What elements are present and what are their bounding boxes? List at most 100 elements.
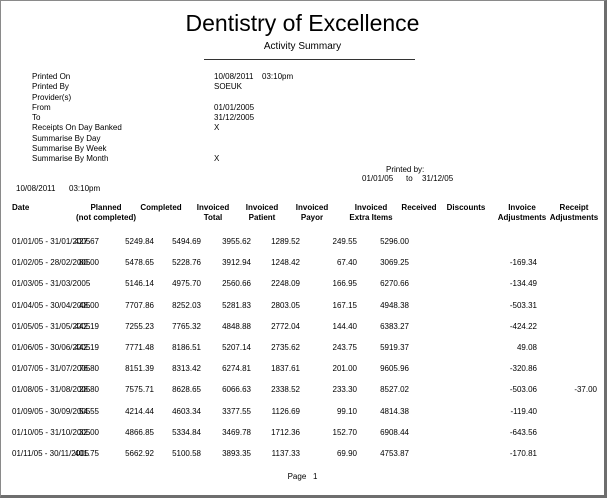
row-value: 67.40 <box>336 258 357 268</box>
row-value: 3912.94 <box>222 258 251 268</box>
printed-range-to: 31/12/05 <box>422 174 454 183</box>
row-value: 2248.09 <box>271 279 300 289</box>
row-value: 5249.84 <box>125 237 154 246</box>
row-value: 8252.03 <box>172 300 201 310</box>
row-value: 9605.96 <box>380 364 409 374</box>
row-value: 5281.83 <box>222 300 251 310</box>
row-value: 8527.02 <box>380 385 409 395</box>
row-value: 1837.61 <box>271 364 300 374</box>
row-value: 167.15 <box>332 300 357 310</box>
row-value: 5228.76 <box>172 258 201 268</box>
row-value: -643.56 <box>509 427 537 437</box>
row-date-range: 01/02/05 - 28/02/2005 <box>12 258 91 268</box>
column-header-line2: Total <box>203 213 223 222</box>
row-value: 5146.14 <box>125 279 154 289</box>
row-value: 1126.69 <box>271 406 300 416</box>
row-value: 6383.27 <box>380 321 409 331</box>
row-value: 166.95 <box>332 279 357 289</box>
row-value: 5662.92 <box>125 449 154 458</box>
row-value: 69.90 <box>336 449 357 458</box>
row-value: 1137.33 <box>271 449 300 458</box>
column-header-line2: Payor <box>300 213 324 222</box>
parameter-label: Receipts On Day Banked <box>32 123 122 133</box>
parameter-label: Summarise By Week <box>32 144 107 154</box>
column-header-line1: Planned <box>90 203 122 212</box>
row-value: 3469.78 <box>222 427 251 437</box>
column-header: Date <box>12 203 29 213</box>
row-value: 3955.62 <box>222 237 251 246</box>
row-value: 1248.42 <box>271 258 300 268</box>
row-value: 442.19 <box>74 343 99 352</box>
parameter-value: 31/12/2005 <box>214 113 255 123</box>
parameter-value: X <box>214 123 220 133</box>
column-header-line1: Discounts <box>446 203 486 212</box>
row-value: -320.86 <box>509 364 537 374</box>
column-header-line1: Invoiced <box>245 203 279 212</box>
row-value: 144.40 <box>332 321 357 331</box>
column-header: Completed <box>121 203 201 213</box>
column-header: Discounts <box>426 203 506 213</box>
row-value: 3069.25 <box>380 258 409 268</box>
row-value: -134.49 <box>509 279 537 289</box>
row-value: -169.34 <box>509 258 537 268</box>
column-header: Invoiced Patient <box>222 203 302 223</box>
column-header-line2: Adjustments <box>497 213 547 222</box>
page-number: 1 <box>312 472 318 481</box>
column-header-line1: Invoiced <box>196 203 230 212</box>
row-value: 7255.23 <box>125 321 154 331</box>
row-value: 76.80 <box>78 364 99 374</box>
row-value: 5494.69 <box>172 237 201 246</box>
printed-range-from: 01/01/05 <box>362 174 394 183</box>
printed-range-to-word: to <box>406 174 413 183</box>
row-value: -503.06 <box>509 385 537 395</box>
row-value: 4975.70 <box>172 279 201 289</box>
row-date-range: 01/09/05 - 30/09/2005 <box>12 406 91 416</box>
parameter-value: X <box>214 154 220 164</box>
row-value: 4603.34 <box>172 406 201 416</box>
column-header-line2: Extra Items <box>349 213 393 222</box>
row-value: 401.75 <box>74 449 99 458</box>
timestamp-time: 03:10pm <box>69 184 101 193</box>
row-value: 5100.58 <box>172 449 201 458</box>
printed-by-label: Printed by: <box>386 165 425 174</box>
parameter-label: Printed By <box>32 82 69 92</box>
column-header-line1: Invoice <box>508 203 536 212</box>
row-date-range: 01/01/05 - 31/01/2005 <box>12 237 91 246</box>
column-header: Received <box>379 203 459 213</box>
row-value: -170.81 <box>509 449 537 458</box>
report-title: Dentistry of Excellence <box>185 10 420 36</box>
row-date-range: 01/03/05 - 31/03/2005 <box>12 279 91 289</box>
row-value: -119.40 <box>510 406 537 416</box>
row-value: 7707.86 <box>125 300 154 310</box>
row-value: 6270.66 <box>380 279 409 289</box>
parameter-value: 01/01/2005 <box>214 102 255 112</box>
row-value: 8628.65 <box>172 385 201 395</box>
page-footer: Page 1 <box>1 472 604 481</box>
row-value: 4848.88 <box>222 321 251 331</box>
row-value: 5296.00 <box>380 237 409 246</box>
row-value: 28.80 <box>78 385 99 395</box>
parameter-label: Summarise By Month <box>32 154 109 164</box>
row-value: 2338.52 <box>271 385 300 395</box>
report-subtitle: Activity Summary <box>263 41 342 52</box>
parameter-value: SOEUK <box>214 82 243 92</box>
column-header-line1: Date <box>12 203 30 212</box>
row-value: 6908.44 <box>380 427 409 437</box>
row-value: 2772.04 <box>271 321 300 331</box>
column-header-line1: Invoiced <box>354 203 388 212</box>
title-divider <box>204 59 415 60</box>
column-header-line2: (not completed) <box>76 213 136 222</box>
row-value: 48.00 <box>78 300 99 310</box>
row-value: 5207.14 <box>222 343 251 352</box>
column-header-line1: Invoiced <box>295 203 329 212</box>
row-value: 3377.55 <box>222 406 251 416</box>
row-date-range: 01/11/05 - 30/11/2005 <box>12 449 90 458</box>
row-value: 4753.87 <box>380 449 409 458</box>
column-header: Invoiced Payor <box>272 203 352 223</box>
row-value: 6274.81 <box>222 364 251 374</box>
row-date-range: 01/04/05 - 30/04/2005 <box>12 300 91 310</box>
row-value: 7765.32 <box>172 321 201 331</box>
parameter-extra: 03:10pm <box>262 72 294 81</box>
parameter-value: 10/08/2011 <box>214 72 254 81</box>
